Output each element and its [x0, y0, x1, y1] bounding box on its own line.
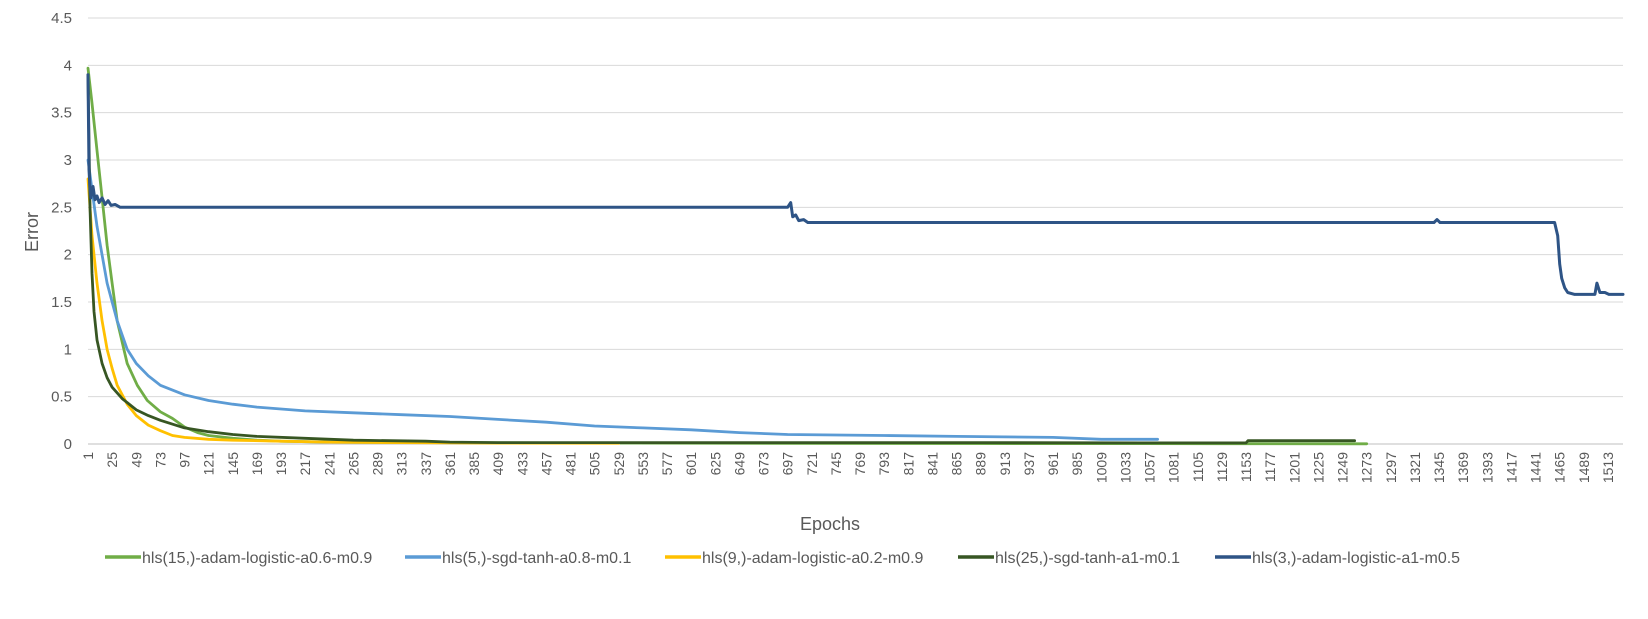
x-tick-labels: 1 25 49 73 97 121 145 169 193 217 241 265 289 313 337 3…	[80, 452, 1616, 483]
series-line-5	[86, 73, 1625, 296]
x-tick-label: 121	[201, 452, 217, 476]
x-tick-label: 385	[466, 452, 482, 476]
x-tick-label: 697	[780, 452, 796, 476]
x-tick-label: 1057	[1142, 452, 1158, 483]
x-tick-label: 961	[1045, 452, 1061, 476]
x-tick-label: 49	[128, 452, 144, 468]
legend-entry: hls(25,)-sgd-tanh-a1-m0.1	[995, 550, 1180, 567]
x-tick-label: 1033	[1117, 452, 1133, 483]
x-tick-label: 1129	[1214, 452, 1230, 482]
x-tick-label: 265	[345, 452, 361, 476]
y-tick-label: 0	[64, 436, 72, 453]
x-tick-label: 1441	[1528, 452, 1544, 483]
x-tick-label: 73	[152, 452, 168, 468]
legend: hls(15,)-adam-logistic-a0.6-m0.9 hls(5,)-…	[105, 550, 1460, 567]
x-tick-label: 241	[321, 452, 337, 476]
x-tick-label: 769	[852, 452, 868, 476]
x-tick-label: 25	[104, 452, 120, 468]
y-tick-label: 3.5	[51, 105, 72, 122]
x-tick-label: 865	[949, 452, 965, 476]
x-tick-label: 745	[828, 452, 844, 476]
y-tick-label: 2.5	[51, 199, 72, 216]
x-tick-label: 1177	[1262, 452, 1278, 482]
x-tick-label: 145	[225, 452, 241, 476]
x-tick-label: 457	[538, 452, 554, 476]
x-axis-label: Epochs	[800, 514, 860, 534]
x-tick-label: 1225	[1310, 452, 1326, 483]
x-tick-label: 817	[900, 452, 916, 476]
x-tick-label: 889	[973, 452, 989, 476]
x-tick-label: 1489	[1576, 452, 1592, 483]
x-tick-label: 1249	[1335, 452, 1351, 483]
x-tick-label: 337	[418, 452, 434, 476]
grid-lines	[88, 17, 1623, 445]
x-tick-label: 1345	[1431, 452, 1447, 483]
x-tick-label: 1153	[1238, 452, 1254, 482]
x-tick-label: 313	[394, 452, 410, 476]
x-tick-label: 1	[80, 452, 96, 460]
x-tick-label: 169	[249, 452, 265, 476]
x-tick-label: 505	[587, 452, 603, 476]
x-tick-label: 793	[876, 452, 892, 476]
x-tick-label: 553	[635, 452, 651, 476]
y-tick-label: 3	[64, 152, 72, 169]
series-line-4	[86, 73, 1356, 445]
x-tick-label: 985	[1069, 452, 1085, 476]
x-tick-label: 1465	[1552, 452, 1568, 483]
x-tick-label: 1105	[1190, 452, 1206, 482]
x-tick-label: 1369	[1455, 452, 1471, 483]
x-tick-label: 217	[297, 452, 313, 476]
x-tick-label: 649	[731, 452, 747, 476]
x-tick-label: 1297	[1383, 452, 1399, 483]
x-tick-label: 481	[563, 452, 579, 476]
x-tick-label: 1081	[1166, 452, 1182, 483]
legend-entry: hls(15,)-adam-logistic-a0.6-m0.9	[142, 550, 372, 567]
series-line-2	[86, 158, 1159, 441]
x-tick-label: 361	[442, 452, 458, 476]
x-tick-label: 1009	[1093, 452, 1109, 483]
legend-entry: hls(9,)-adam-logistic-a0.2-m0.9	[702, 550, 924, 567]
x-tick-label: 937	[1021, 452, 1037, 476]
y-tick-label: 4	[64, 57, 72, 74]
x-tick-label: 1201	[1286, 452, 1302, 483]
series-line-3	[86, 177, 621, 445]
x-tick-label: 913	[997, 452, 1013, 476]
legend-entry: hls(5,)-sgd-tanh-a0.8-m0.1	[442, 550, 632, 567]
x-tick-label: 1273	[1359, 452, 1375, 483]
x-tick-label: 841	[924, 452, 940, 476]
x-tick-label: 289	[370, 452, 386, 476]
x-tick-label: 1513	[1600, 452, 1616, 483]
y-tick-label: 4.5	[51, 10, 72, 27]
y-tick-label: 1	[64, 341, 72, 358]
x-tick-label: 193	[273, 452, 289, 476]
x-tick-label: 601	[683, 452, 699, 476]
y-tick-label: 2	[64, 247, 72, 264]
y-tick-label: 0.5	[51, 389, 72, 406]
legend-entry: hls(3,)-adam-logistic-a1-m0.5	[1252, 550, 1460, 567]
y-axis-label: Error	[22, 212, 42, 252]
y-tick-labels: 0 0.5 1 1.5 2 2.5 3 3.5 4 4.5	[51, 10, 72, 453]
x-tick-label: 625	[707, 452, 723, 476]
x-tick-label: 529	[611, 452, 627, 476]
x-tick-label: 1321	[1407, 452, 1423, 483]
x-tick-label: 673	[756, 452, 772, 476]
y-tick-label: 1.5	[51, 294, 72, 311]
x-tick-label: 1393	[1479, 452, 1495, 483]
x-tick-label: 721	[804, 452, 820, 476]
series-lines	[86, 66, 1625, 446]
series-line-1	[86, 66, 1369, 446]
x-tick-label: 1417	[1503, 452, 1519, 483]
x-tick-label: 97	[177, 452, 193, 468]
x-tick-label: 409	[490, 452, 506, 476]
x-tick-label: 577	[659, 452, 675, 476]
x-tick-label: 433	[514, 452, 530, 476]
